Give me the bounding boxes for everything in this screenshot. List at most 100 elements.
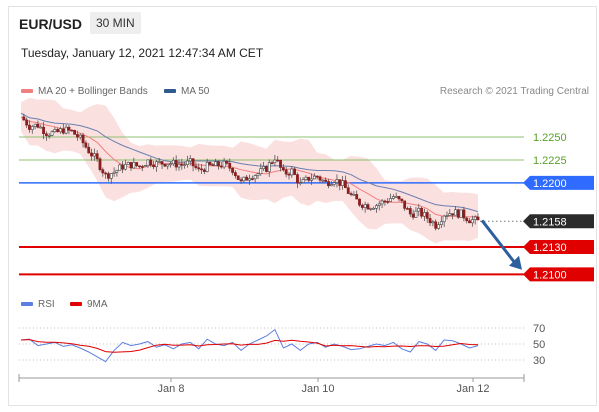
target-arrow-head	[509, 255, 522, 270]
candle-body	[30, 126, 34, 130]
candle-body	[301, 179, 305, 183]
candle-body	[366, 204, 370, 210]
x-tick-label: Jan 12	[456, 383, 489, 395]
candle-body	[341, 180, 344, 186]
candle-body	[434, 221, 438, 229]
candle-body	[465, 217, 469, 222]
timeframe-badge[interactable]: 30 MIN	[90, 12, 141, 34]
legend-swatch-rsi	[21, 302, 33, 307]
candle-body	[33, 123, 37, 127]
candle-body	[360, 204, 364, 208]
candle-body	[279, 160, 282, 168]
level-tag-bg-1.2100	[523, 267, 594, 282]
candle-body	[157, 161, 161, 163]
candle-body	[307, 176, 311, 181]
candle-body	[298, 182, 302, 184]
candle-body	[397, 196, 401, 200]
candle-body	[186, 160, 189, 165]
candle-body	[152, 164, 155, 168]
candle-body	[53, 129, 57, 132]
candle-body	[70, 129, 74, 132]
candle-body	[335, 179, 339, 183]
candle-body	[259, 168, 263, 175]
rsi-tick-label: 70	[533, 323, 545, 335]
candle-body	[197, 167, 201, 170]
candle-body	[155, 161, 158, 168]
candle-body	[112, 171, 116, 174]
candle-body	[202, 169, 206, 172]
candle-body	[287, 173, 291, 176]
candle-body	[115, 169, 119, 173]
legend-rsi: RSI	[21, 299, 55, 310]
candle-body	[78, 134, 82, 138]
candle-body	[473, 216, 477, 220]
candle-body	[22, 116, 26, 121]
candle-body	[290, 168, 294, 176]
candle-body	[442, 215, 446, 223]
candle-body	[468, 220, 471, 224]
candle-body	[25, 119, 29, 126]
candle-body	[462, 209, 466, 219]
candle-body	[391, 196, 395, 199]
candle-body	[143, 165, 147, 168]
legend-ma50: MA 50	[164, 86, 209, 97]
candle-body	[98, 158, 102, 170]
candle-body	[312, 175, 316, 180]
candle-body	[180, 163, 184, 166]
candle-body	[318, 176, 322, 181]
candle-body	[344, 180, 347, 189]
candle-body	[166, 164, 170, 167]
candle-body	[44, 133, 48, 136]
candle-body	[87, 146, 91, 154]
candle-body	[250, 178, 254, 180]
candle-body	[380, 200, 384, 205]
candle-body	[160, 161, 164, 165]
candle-body	[394, 196, 398, 198]
candle-body	[267, 162, 271, 172]
candle-body	[228, 163, 232, 169]
candle-body	[236, 175, 240, 180]
legend-label-9ma: 9MA	[87, 299, 108, 310]
level-tag-1.2158: 1.2158	[533, 216, 567, 228]
candle-body	[296, 174, 299, 184]
candle-body	[47, 135, 51, 137]
level-tag-bg-1.2130	[523, 239, 594, 254]
candle-body	[188, 158, 192, 162]
candle-body	[81, 134, 85, 144]
candle-body	[109, 173, 113, 179]
candle-body	[377, 203, 381, 206]
candle-body	[191, 158, 195, 167]
candle-body	[439, 221, 443, 225]
candle-body	[417, 208, 421, 212]
candle-body	[476, 216, 480, 221]
candle-body	[61, 128, 65, 134]
candle-body	[372, 208, 376, 210]
candle-body	[262, 166, 266, 169]
candle-body	[135, 162, 139, 167]
bollinger-band-area	[21, 97, 478, 244]
candle-body	[118, 164, 122, 171]
datetime-label: Tuesday, January 12, 2021 12:47:34 AM CE…	[21, 46, 264, 60]
candle-body	[256, 173, 260, 176]
legend-bollinger: MA 20 + Bollinger Bands	[21, 86, 148, 97]
candle-body	[138, 165, 141, 168]
candle-body	[50, 131, 54, 136]
candle-body	[346, 187, 350, 194]
candle-body	[28, 124, 31, 130]
level-tag-1.2100: 1.2100	[533, 269, 567, 281]
candle-body	[248, 178, 251, 181]
candle-body	[284, 169, 288, 175]
level-tag-1.2130: 1.2130	[533, 242, 567, 254]
candle-body	[445, 215, 449, 217]
candle-body	[140, 166, 144, 168]
candle-body	[423, 212, 426, 217]
candle-body	[273, 159, 277, 164]
level-tag-1.2225: 1.2225	[533, 155, 567, 167]
x-tick-label: Jan 10	[301, 383, 334, 395]
rsi-tick-label: 50	[533, 339, 545, 351]
candle-body	[90, 152, 93, 157]
candle-body	[64, 126, 68, 134]
symbol-title: EUR/USD	[19, 16, 83, 32]
candle-body	[59, 128, 62, 133]
candle-body	[363, 204, 367, 208]
